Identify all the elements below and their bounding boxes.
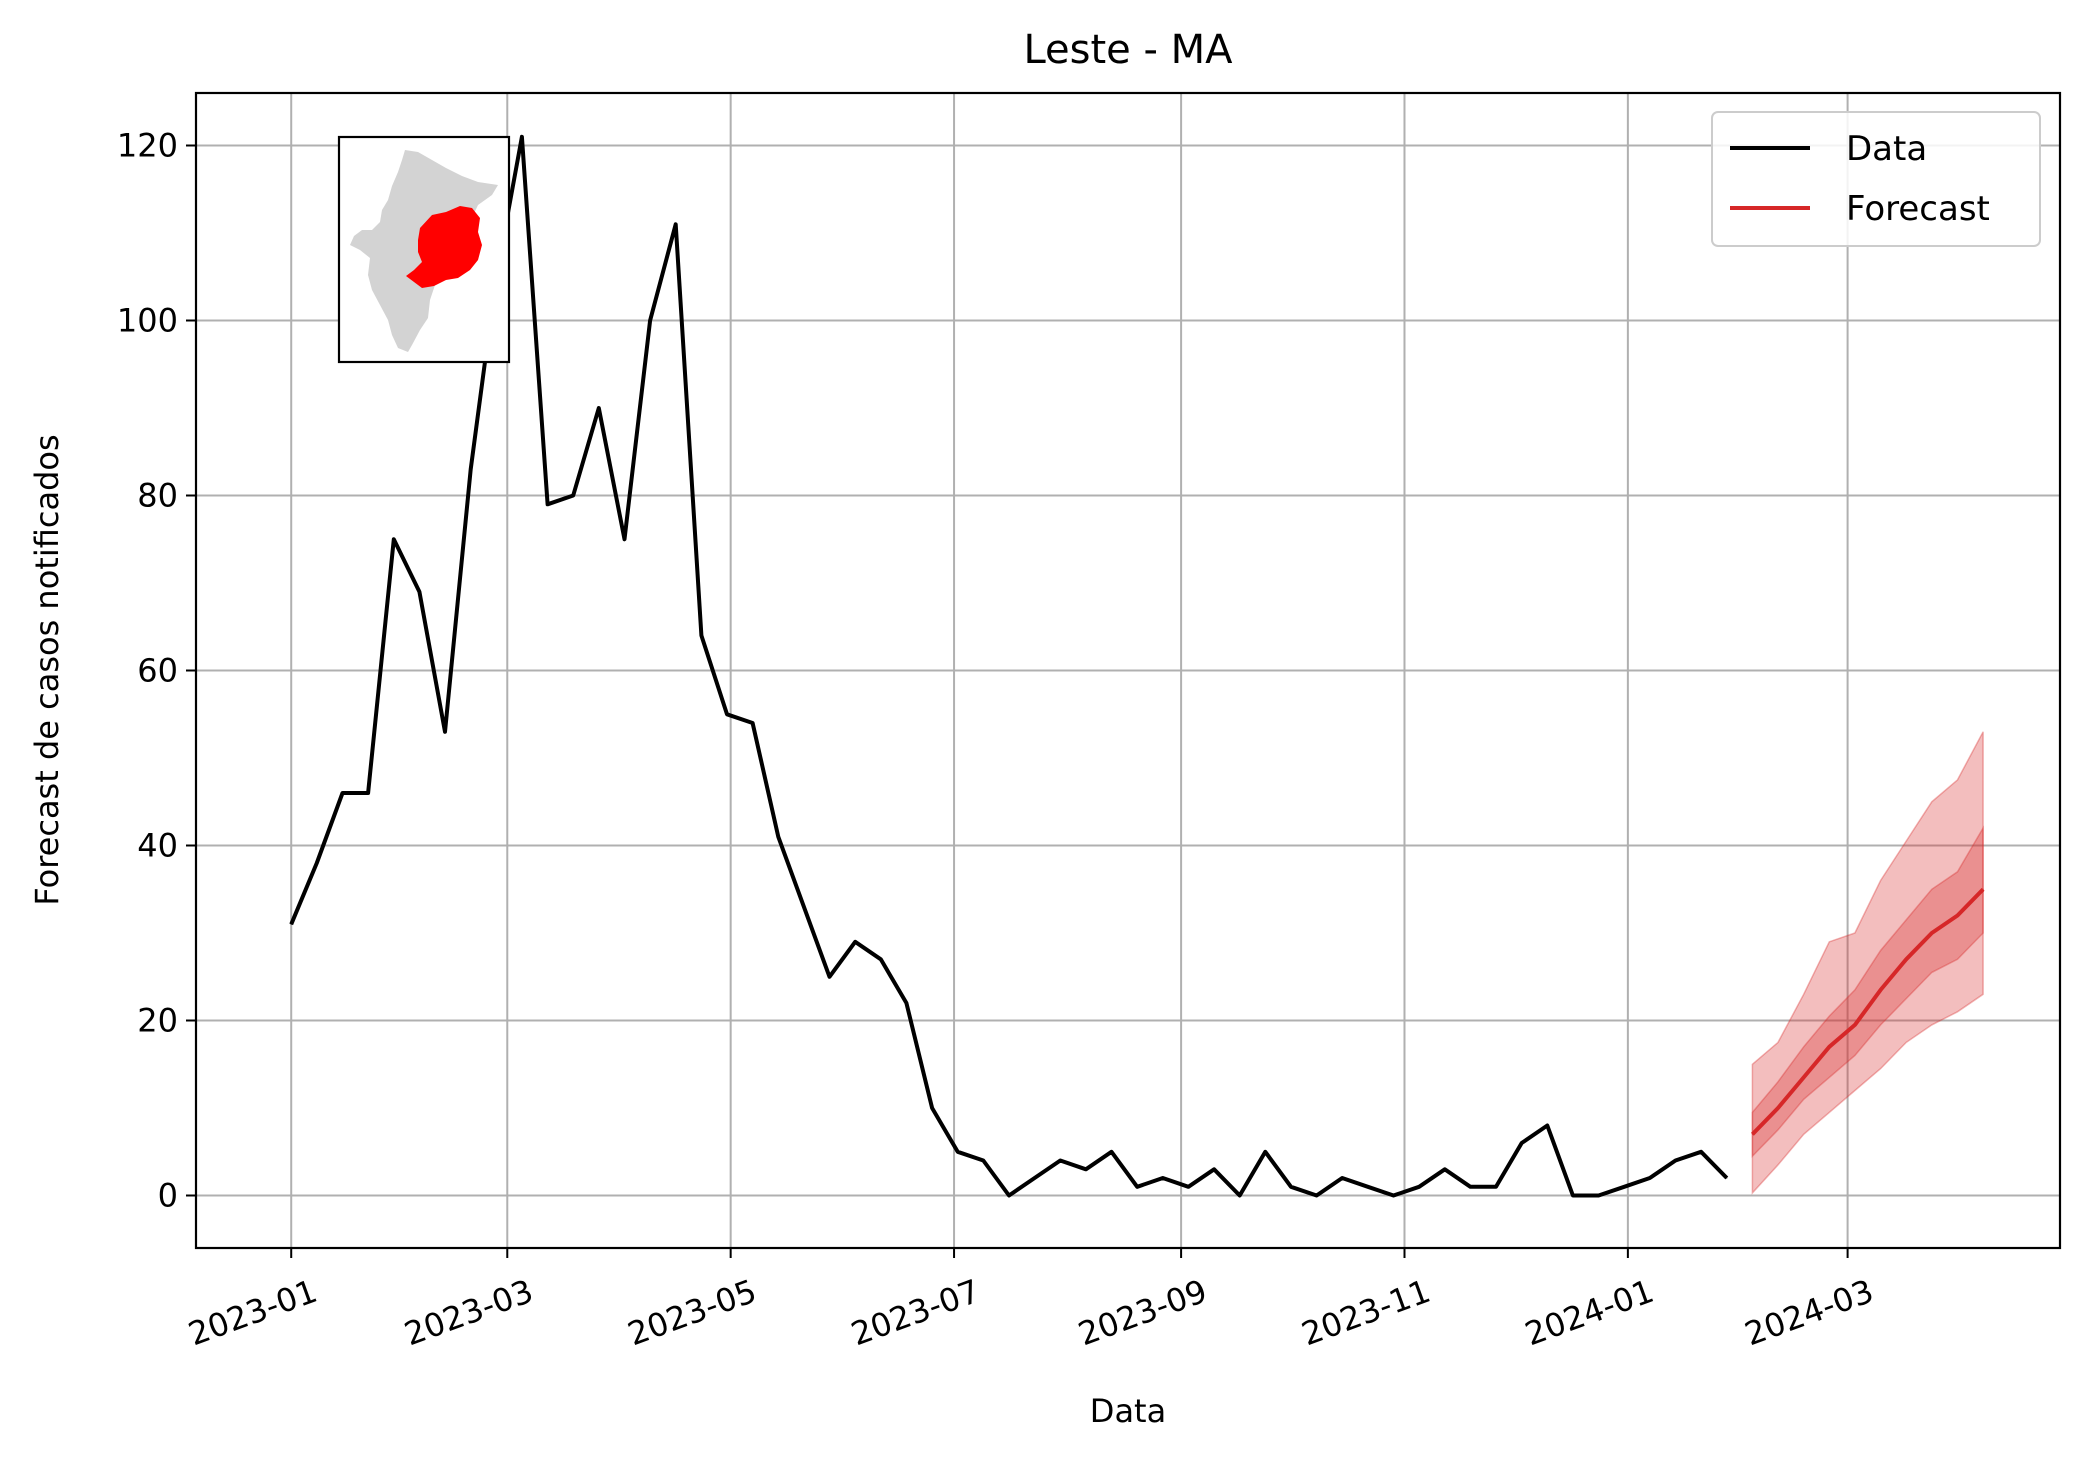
data-point: [931, 1107, 933, 1109]
data-point: [367, 792, 369, 794]
data-point: [1393, 1195, 1394, 1196]
y-axis-label: Forecast de casos notificados: [28, 434, 66, 905]
data-point: [1521, 1142, 1523, 1144]
data-point: [316, 862, 318, 864]
series-lines: [289, 134, 1985, 1198]
forecast-inner-interval: [1751, 825, 1984, 1158]
forecast-point: [1905, 958, 1907, 960]
data-point: [829, 976, 830, 978]
data-point: [1290, 1186, 1292, 1188]
data-point: [905, 1002, 907, 1004]
data-point: [777, 836, 779, 838]
data-point: [1085, 1168, 1087, 1170]
data-point: [1316, 1195, 1318, 1196]
data-point: [1623, 1186, 1625, 1188]
data-point: [1469, 1186, 1471, 1188]
forecast-point: [1854, 1024, 1856, 1026]
data-point: [1700, 1151, 1702, 1153]
data-point: [1572, 1195, 1574, 1196]
forecast-point: [1880, 989, 1882, 991]
data-point: [342, 792, 343, 794]
data-point: [982, 1160, 984, 1161]
y-tick-label: 40: [137, 827, 178, 865]
data-point: [1341, 1177, 1343, 1179]
forecast-point: [1957, 915, 1958, 916]
data-point: [803, 906, 805, 908]
data-point: [1111, 1151, 1112, 1153]
data-point: [957, 1151, 959, 1153]
data-point: [700, 635, 702, 636]
data-point: [649, 320, 651, 321]
y-axis-ticks: 0 20 40 60 80 100 120: [117, 127, 196, 1215]
y-tick-label: 20: [137, 1002, 178, 1040]
y-tick-label: 100: [117, 302, 178, 340]
data-point: [1546, 1125, 1548, 1126]
y-tick-label: 60: [137, 652, 178, 690]
leste-region-highlight: [406, 206, 482, 288]
data-point: [1239, 1195, 1241, 1196]
data-point: [880, 958, 882, 960]
data-point: [624, 538, 625, 540]
data-point: [1034, 1177, 1036, 1179]
forecast-series-line: [1750, 887, 1985, 1136]
data-point: [444, 731, 446, 733]
legend-label-data: Data: [1846, 129, 1927, 169]
data-point: [1675, 1160, 1676, 1161]
legend-label-forecast: Forecast: [1846, 189, 1990, 229]
data-point: [1162, 1177, 1164, 1179]
data-point: [1598, 1195, 1600, 1196]
forecast-point: [1828, 1046, 1830, 1048]
legend-box: [1711, 111, 2041, 247]
data-point: [1187, 1186, 1189, 1188]
data-point: [1418, 1186, 1420, 1188]
data-point: [752, 722, 754, 724]
forecast-outer-interval: [1751, 731, 1984, 1195]
forecast-point: [1931, 932, 1933, 934]
data-point: [1136, 1186, 1138, 1188]
data-point: [393, 538, 395, 540]
data-point: [1444, 1168, 1446, 1170]
data-point: [1495, 1186, 1497, 1188]
data-point: [521, 136, 523, 138]
inset-map: [337, 135, 511, 364]
data-point: [470, 468, 472, 470]
grid: [196, 93, 2060, 1248]
data-point: [418, 591, 420, 593]
forecast-point: [1803, 1076, 1805, 1078]
x-axis-label: Data: [1090, 1392, 1166, 1430]
data-point: [598, 407, 600, 409]
data-point: [1726, 1177, 1728, 1179]
data-point: [1008, 1195, 1010, 1196]
data-point: [547, 503, 549, 505]
legend: Data Forecast: [1711, 111, 2041, 247]
data-point: [726, 713, 728, 715]
y-tick-label: 0: [158, 1177, 178, 1215]
data-point: [1059, 1160, 1061, 1161]
data-point: [1649, 1177, 1651, 1179]
chart-title: Leste - MA: [1023, 27, 1233, 73]
data-point: [572, 495, 574, 496]
y-tick-label: 80: [137, 477, 178, 515]
data-point: [290, 923, 292, 925]
data-point: [1213, 1168, 1215, 1170]
data-point: [854, 941, 856, 943]
data-point: [675, 223, 677, 225]
forecast-point: [1982, 888, 1984, 890]
data-point: [1367, 1186, 1369, 1188]
forecast-bands: [1751, 731, 1984, 1195]
data-point: [1264, 1151, 1266, 1153]
y-tick-label: 120: [117, 127, 178, 165]
forecast-point: [1751, 1133, 1753, 1135]
forecast-point: [1777, 1107, 1779, 1109]
